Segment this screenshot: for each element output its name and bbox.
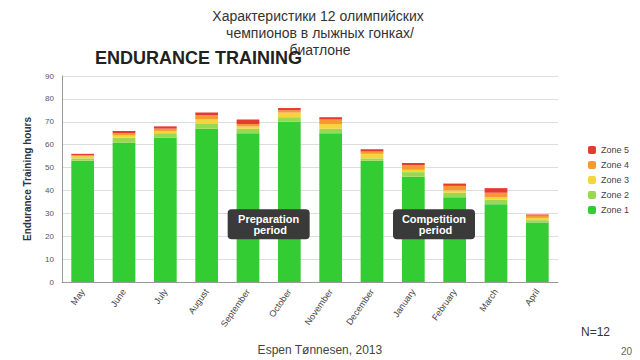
svg-text:Endurance Training hours: Endurance Training hours [22, 117, 33, 241]
svg-text:90: 90 [45, 72, 54, 81]
svg-text:20: 20 [45, 232, 54, 241]
svg-text:40: 40 [45, 186, 54, 195]
svg-text:August: August [186, 287, 211, 316]
svg-text:Espen Tønnesen, 2013: Espen Tønnesen, 2013 [258, 343, 383, 357]
svg-text:50: 50 [45, 163, 54, 172]
svg-text:Zone 5: Zone 5 [601, 145, 629, 155]
svg-text:March: March [478, 287, 501, 313]
svg-text:Характеристики 12 олимпийских: Характеристики 12 олимпийских [212, 8, 427, 24]
svg-text:30: 30 [45, 209, 54, 218]
svg-text:Zone 4: Zone 4 [601, 160, 629, 170]
svg-text:0: 0 [50, 278, 55, 287]
svg-text:80: 80 [45, 94, 54, 103]
svg-text:чемпионов в лыжных гонках/: чемпионов в лыжных гонках/ [226, 25, 414, 41]
svg-text:Preparation: Preparation [238, 212, 300, 225]
svg-text:November: November [303, 287, 335, 327]
svg-text:Zone 3: Zone 3 [601, 175, 629, 185]
svg-text:ENDURANCE TRAINING: ENDURANCE TRAINING [95, 48, 302, 68]
svg-text:period: period [416, 224, 453, 236]
svg-text:20: 20 [621, 346, 633, 357]
svg-text:May: May [69, 287, 87, 307]
svg-text:биатлоне: биатлоне [289, 41, 351, 58]
svg-text:February: February [430, 287, 459, 323]
svg-text:N=12: N=12 [581, 325, 610, 339]
svg-text:October: October [267, 287, 294, 319]
svg-text:Competition: Competition [401, 212, 467, 225]
svg-text:September: September [219, 287, 252, 329]
svg-text:July: July [152, 287, 170, 306]
svg-text:10: 10 [45, 255, 54, 264]
svg-text:Zone 2: Zone 2 [601, 190, 629, 200]
svg-text:60: 60 [45, 140, 54, 149]
svg-text:70: 70 [45, 117, 54, 126]
svg-text:April: April [523, 287, 542, 307]
svg-text:Zone 1: Zone 1 [601, 205, 629, 215]
svg-text:December: December [344, 287, 376, 327]
svg-text:period: period [250, 224, 287, 236]
svg-text:January: January [391, 287, 418, 319]
svg-text:June: June [109, 287, 128, 309]
